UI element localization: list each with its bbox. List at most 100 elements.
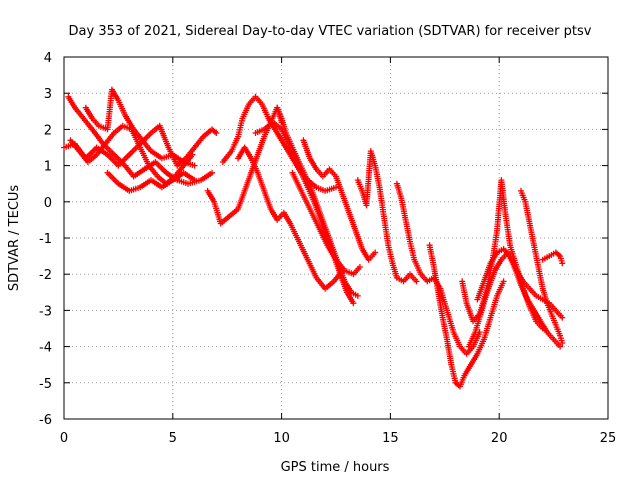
data-point [450, 364, 452, 366]
data-point [255, 132, 256, 134]
data-point [559, 335, 561, 337]
data-point [183, 161, 185, 163]
data-point [416, 280, 417, 282]
data-point [124, 114, 126, 116]
data-point [309, 157, 311, 159]
data-point [241, 118, 243, 119]
data-point [78, 150, 80, 152]
data-point [111, 89, 113, 91]
series-sat-m [393, 180, 483, 357]
data-point [487, 288, 489, 290]
data-point [344, 270, 346, 272]
data-point [172, 179, 174, 181]
data-point [276, 219, 278, 221]
data-point [335, 186, 337, 188]
data-point [276, 107, 278, 109]
data-point [500, 179, 502, 181]
data-point [117, 99, 119, 101]
y-tick-label: -2 [39, 268, 52, 283]
data-point [520, 284, 522, 286]
data-point [194, 165, 196, 167]
data-point [357, 295, 359, 297]
series-sat-n [426, 242, 507, 390]
y-axis: -6 -5 -4 -3 -2 -1 0 1 2 3 4 [39, 51, 608, 428]
data-point [520, 190, 522, 192]
data-point [370, 150, 372, 152]
data-point [429, 244, 431, 246]
data-point [302, 139, 304, 141]
data-point [255, 96, 256, 98]
x-axis-label: GPS time / hours [281, 460, 390, 475]
data-point [466, 353, 468, 355]
data-point [344, 280, 346, 282]
data-point [315, 168, 317, 170]
data-point [540, 320, 541, 322]
data-point [231, 150, 233, 152]
data-point [368, 259, 370, 261]
data-point [331, 244, 333, 246]
data-point [187, 183, 189, 185]
data-point [263, 190, 265, 192]
data-point [211, 128, 213, 130]
data-point [426, 280, 428, 282]
data-point [98, 125, 100, 127]
data-point [96, 154, 98, 156]
data-point [503, 248, 505, 250]
data-point [546, 331, 548, 333]
data-point [561, 317, 563, 319]
data-point [250, 172, 252, 174]
data-point [139, 186, 141, 188]
data-point [104, 143, 106, 145]
data-point [107, 154, 108, 156]
data-point [161, 186, 163, 188]
data-point [148, 165, 150, 167]
data-point [268, 118, 269, 119]
data-point [350, 291, 352, 293]
data-point [496, 295, 498, 297]
data-point [202, 136, 204, 138]
data-point [154, 161, 156, 163]
data-point [124, 165, 126, 167]
data-point [150, 150, 152, 152]
data-point [561, 342, 563, 344]
x-tick-label: 5 [169, 431, 177, 446]
data-point [165, 172, 167, 174]
data-point [442, 317, 444, 319]
data-point [91, 128, 93, 130]
data-point [348, 212, 350, 214]
data-point [244, 190, 246, 192]
data-point [96, 147, 98, 148]
data-point [300, 190, 302, 192]
data-point [326, 244, 328, 246]
data-point [542, 288, 544, 290]
data-point [366, 204, 367, 206]
data-point [509, 255, 511, 257]
data-point [237, 208, 239, 210]
data-point [167, 147, 169, 148]
data-point [176, 165, 178, 167]
data-point [159, 125, 161, 127]
data-point [446, 338, 448, 340]
data-point [298, 161, 300, 163]
data-point [461, 280, 463, 282]
data-point [324, 288, 326, 290]
grid [64, 57, 608, 419]
data-point [496, 230, 498, 232]
data-point [257, 172, 259, 174]
data-point [472, 346, 474, 348]
data-point [413, 259, 415, 261]
x-tick-label: 15 [382, 431, 399, 446]
data-point [133, 128, 135, 130]
data-point [207, 190, 209, 192]
series-sat-j [235, 144, 346, 292]
data-point [257, 154, 259, 156]
data-point [455, 382, 457, 384]
data-point [522, 280, 524, 282]
data-point [67, 96, 69, 98]
data-point [139, 147, 141, 148]
data-point [409, 273, 411, 275]
data-point [476, 299, 478, 300]
data-point [220, 223, 222, 224]
data-point [355, 230, 357, 232]
